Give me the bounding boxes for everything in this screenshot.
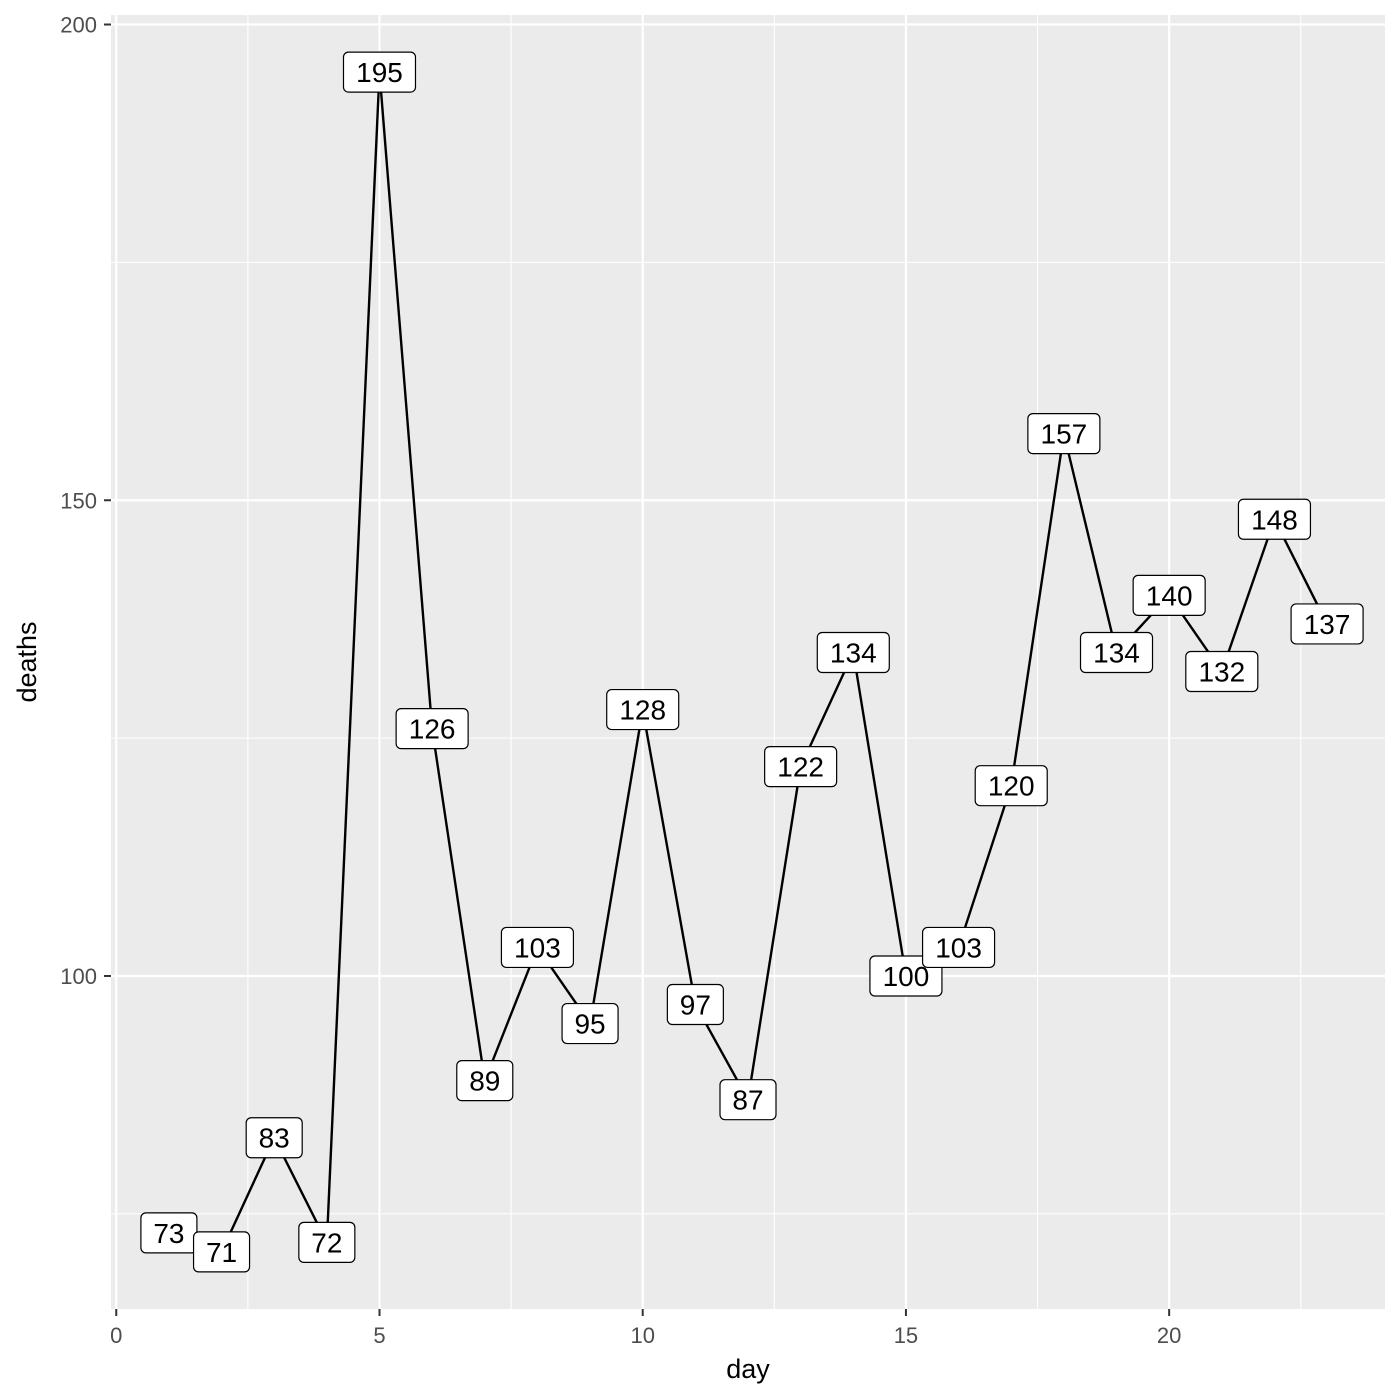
data-label: 100 <box>869 955 943 997</box>
y-axis: 100 150 200 <box>60 13 111 989</box>
data-label-text: 122 <box>777 752 824 783</box>
data-label: 128 <box>606 688 680 731</box>
data-label-text: 134 <box>830 637 877 668</box>
data-label-box <box>719 1079 777 1121</box>
data-label-box <box>1132 574 1206 616</box>
data-label-text: 137 <box>1304 609 1351 640</box>
data-label-text: 87 <box>732 1085 763 1116</box>
data-label-text: 195 <box>356 57 403 88</box>
x-tick-label: 20 <box>1157 1323 1181 1348</box>
minor-gridlines <box>111 15 1385 1309</box>
data-label: 87 <box>719 1079 777 1121</box>
data-label-box <box>666 983 724 1026</box>
data-label-text: 97 <box>680 990 711 1021</box>
data-label-text: 73 <box>153 1218 184 1249</box>
data-label: 103 <box>500 926 575 969</box>
data-label-text: 103 <box>935 932 982 963</box>
data-label: 122 <box>764 746 838 788</box>
data-label-box <box>245 1117 303 1159</box>
data-label-text: 71 <box>206 1237 237 1268</box>
data-label: 103 <box>921 926 996 969</box>
major-gridlines <box>111 15 1385 1309</box>
data-label: 126 <box>395 708 469 750</box>
y-tick-label: 100 <box>60 964 97 989</box>
x-tick-label: 5 <box>373 1323 385 1348</box>
data-label: 137 <box>1290 603 1364 645</box>
data-label-text: 148 <box>1251 504 1298 535</box>
data-label: 120 <box>974 765 1048 807</box>
data-label-text: 72 <box>311 1227 342 1258</box>
y-axis-title: deaths <box>12 621 42 702</box>
data-label: 132 <box>1185 650 1259 693</box>
data-label-box <box>298 1221 356 1263</box>
data-label-box <box>1079 631 1154 674</box>
data-label: 140 <box>1132 574 1206 616</box>
y-tick-label: 200 <box>60 13 97 38</box>
data-label-box <box>1027 413 1101 455</box>
data-label-text: 83 <box>259 1123 290 1154</box>
data-label: 72 <box>298 1221 356 1263</box>
data-label: 83 <box>245 1117 303 1159</box>
data-label-box <box>500 926 575 969</box>
x-tick-label: 0 <box>110 1323 122 1348</box>
data-label: 89 <box>456 1060 514 1102</box>
data-label-box <box>974 765 1048 807</box>
data-label-text: 126 <box>409 714 456 745</box>
data-label-text: 157 <box>1041 419 1088 450</box>
data-label: 97 <box>666 983 724 1026</box>
data-label-text: 89 <box>469 1066 500 1097</box>
data-label-box <box>764 746 838 788</box>
data-label: 195 <box>342 51 417 93</box>
x-axis-title: day <box>726 1354 770 1384</box>
y-tick-label: 150 <box>60 488 97 513</box>
data-label-box <box>606 688 680 731</box>
data-label: 71 <box>192 1231 251 1273</box>
data-label: 157 <box>1027 413 1101 455</box>
x-tick-label: 10 <box>630 1323 654 1348</box>
data-label-text: 95 <box>574 1009 605 1040</box>
data-label-text: 120 <box>988 771 1035 802</box>
data-label-text: 134 <box>1093 637 1140 668</box>
data-label: 73 <box>140 1212 198 1254</box>
data-label-text: 132 <box>1198 657 1245 688</box>
data-labels: 7371837219512689103951289787122134100103… <box>140 51 1364 1273</box>
data-label: 95 <box>561 1002 619 1045</box>
data-label-box <box>192 1231 251 1273</box>
data-label-box <box>456 1060 514 1102</box>
data-label-box <box>1290 603 1364 645</box>
data-label-box <box>1185 650 1259 693</box>
data-label-text: 100 <box>883 961 930 992</box>
data-label-box <box>1237 498 1312 540</box>
data-label-box <box>816 631 890 674</box>
x-tick-label: 15 <box>894 1323 918 1348</box>
data-label-box <box>921 926 996 969</box>
x-axis: 0 5 10 15 20 <box>110 1309 1181 1348</box>
data-label-text: 140 <box>1146 580 1193 611</box>
data-label: 148 <box>1237 498 1312 540</box>
data-label-text: 128 <box>619 695 666 726</box>
data-label-text: 103 <box>514 932 561 963</box>
data-label-box <box>395 708 469 750</box>
data-label-box <box>342 51 417 93</box>
data-label: 134 <box>816 631 890 674</box>
data-label-box <box>561 1002 619 1045</box>
data-label: 134 <box>1079 631 1154 674</box>
